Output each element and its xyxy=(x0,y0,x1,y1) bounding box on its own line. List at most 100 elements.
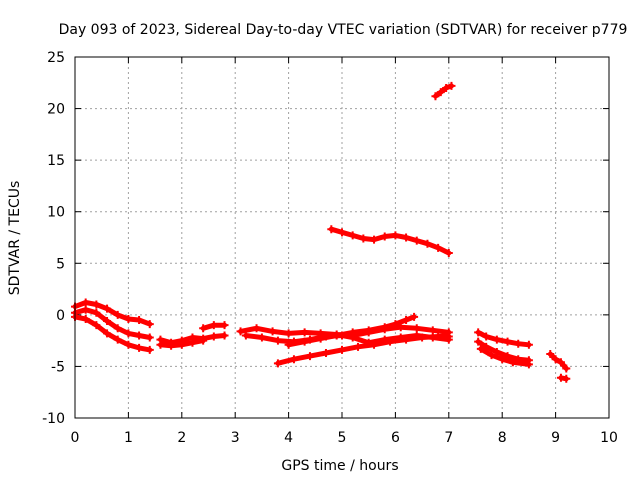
series-arc-j xyxy=(273,332,453,368)
data-point xyxy=(434,243,443,252)
data-point xyxy=(145,345,154,354)
x-tick-label: 8 xyxy=(498,430,507,446)
data-point xyxy=(391,320,400,329)
y-tick-label: 15 xyxy=(47,153,65,169)
data-points xyxy=(71,81,571,383)
data-point xyxy=(402,335,411,344)
series-trace xyxy=(286,314,417,348)
data-point xyxy=(199,336,208,345)
data-point xyxy=(380,323,389,332)
data-point xyxy=(348,231,357,240)
series-arc-d xyxy=(156,331,229,347)
ticks: 0 1 2 3 4 5 6 7 8 9 10 -10 -5 0 5 10 15 20 25 xyxy=(42,50,618,446)
data-point xyxy=(92,308,101,317)
series-arc-m xyxy=(474,328,533,349)
data-point xyxy=(252,324,261,333)
data-point xyxy=(81,314,90,323)
x-tick-label: 4 xyxy=(284,430,293,446)
data-point xyxy=(338,345,346,354)
series-arc-l xyxy=(431,81,456,101)
data-point xyxy=(81,298,90,307)
data-point xyxy=(386,337,395,346)
data-point xyxy=(135,316,144,325)
data-point xyxy=(321,349,330,358)
data-point xyxy=(348,328,357,337)
data-point xyxy=(474,337,483,346)
data-point xyxy=(284,340,293,349)
data-point xyxy=(124,329,133,338)
y-tick-label: -5 xyxy=(51,359,65,375)
data-point xyxy=(562,364,571,373)
data-point xyxy=(476,344,485,353)
y-tick-label: 10 xyxy=(47,205,65,221)
y-tick-label: 0 xyxy=(56,308,65,324)
data-point xyxy=(124,314,133,323)
data-point xyxy=(81,305,90,314)
data-point xyxy=(300,337,309,346)
x-tick-label: 5 xyxy=(338,430,347,446)
data-point xyxy=(113,310,122,319)
data-point xyxy=(284,329,293,338)
series-arc-i xyxy=(284,312,419,349)
data-point xyxy=(418,333,427,342)
data-point xyxy=(402,316,411,325)
data-point xyxy=(412,236,421,245)
data-point xyxy=(113,335,122,344)
data-point xyxy=(370,235,379,244)
data-point xyxy=(92,300,101,309)
data-point xyxy=(556,358,565,367)
x-tick-label: 3 xyxy=(231,430,240,446)
data-point xyxy=(188,338,197,347)
series-arc-b xyxy=(71,305,154,342)
x-tick-label: 7 xyxy=(444,430,453,446)
data-point xyxy=(103,304,112,313)
x-axis-label: GPS time / hours xyxy=(281,458,398,474)
data-point xyxy=(156,340,165,349)
x-tick-label: 2 xyxy=(177,430,186,446)
series-arc-e xyxy=(156,336,208,350)
x-tick-label: 10 xyxy=(600,430,618,446)
data-point xyxy=(354,342,363,351)
data-point xyxy=(273,336,282,345)
data-point xyxy=(391,231,400,240)
data-point xyxy=(236,327,245,336)
data-point xyxy=(442,83,451,92)
data-point xyxy=(447,81,456,90)
data-point xyxy=(305,352,314,361)
data-point xyxy=(492,335,501,344)
data-point xyxy=(428,326,437,335)
data-point xyxy=(508,358,517,367)
data-point xyxy=(436,88,445,97)
data-point xyxy=(289,355,298,364)
data-point xyxy=(220,331,229,340)
data-point xyxy=(551,355,560,364)
y-tick-label: 20 xyxy=(47,102,65,118)
data-point xyxy=(524,360,533,369)
series-trace xyxy=(433,83,454,99)
data-point xyxy=(556,373,565,382)
data-point xyxy=(444,248,453,257)
series-trace xyxy=(547,351,569,371)
data-point xyxy=(364,326,373,335)
data-point xyxy=(434,332,443,341)
data-point xyxy=(444,332,453,341)
data-point xyxy=(177,340,186,349)
plot-border xyxy=(74,56,610,419)
data-point xyxy=(220,321,229,330)
series-arc-q xyxy=(556,373,571,383)
data-point xyxy=(503,337,512,346)
data-point xyxy=(268,327,277,336)
data-point xyxy=(423,239,432,248)
y-tick-label: 5 xyxy=(56,256,65,272)
data-point xyxy=(135,331,144,340)
data-point xyxy=(412,324,421,333)
data-point xyxy=(332,331,341,340)
y-tick-label: 25 xyxy=(47,50,65,66)
data-point xyxy=(514,339,523,348)
data-point xyxy=(209,332,218,341)
series-arc-f xyxy=(199,321,229,333)
data-point xyxy=(135,343,144,352)
data-point xyxy=(300,328,309,337)
